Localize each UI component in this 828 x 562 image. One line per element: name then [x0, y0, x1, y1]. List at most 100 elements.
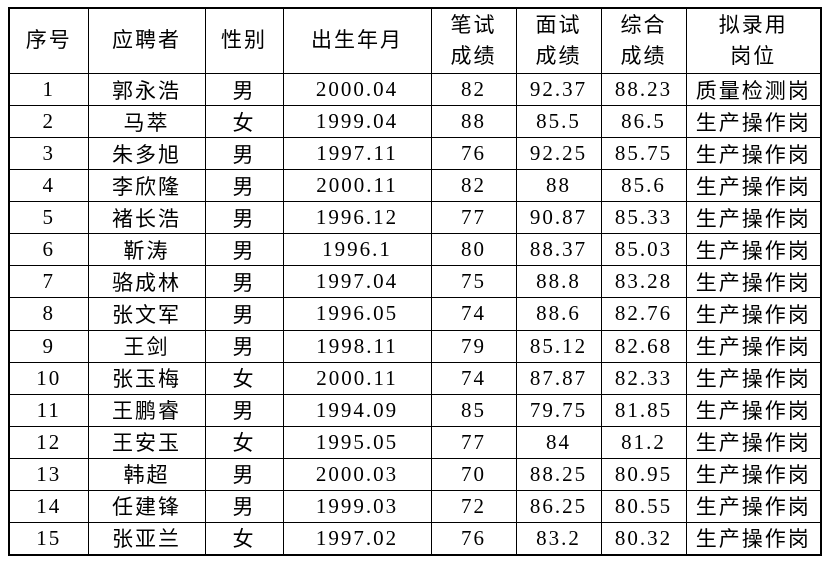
cell-birth-date: 2000.03: [282, 457, 432, 491]
cell-index: 1: [8, 72, 89, 107]
cell-written-score: 88: [430, 105, 517, 139]
cell-position: 生产操作岗: [685, 361, 822, 395]
table-row: 1 郭永浩男 2000.04 82 92.37 88.23 质量检测岗: [8, 72, 822, 107]
cell-position: 生产操作岗: [685, 137, 822, 171]
cell-position: 生产操作岗: [685, 105, 822, 139]
header-index: 序号: [8, 7, 89, 74]
header-row: 序号 应聘者 性别 出生年月 笔试 成绩 面试 成绩 综合 成绩 拟录用 岗位: [8, 7, 822, 74]
cell-gender: 女: [204, 425, 284, 459]
table-row: 9 王剑男 1998.11 79 85.12 82.68 生产操作岗: [8, 329, 822, 363]
cell-index: 10: [8, 361, 89, 395]
cell-written-score: 76: [430, 521, 517, 556]
cell-gender: 男: [204, 329, 284, 363]
cell-position: 生产操作岗: [685, 265, 822, 299]
cell-overall-score: 81.2: [600, 425, 687, 459]
cell-index: 9: [8, 329, 89, 363]
cell-gender: 男: [204, 72, 284, 107]
cell-overall-score: 82.33: [600, 361, 687, 395]
cell-position: 质量检测岗: [685, 72, 822, 107]
cell-gender: 男: [204, 489, 284, 523]
table-body: 1 郭永浩男 2000.04 82 92.37 88.23 质量检测岗 2 马萃女 1999.04…: [8, 72, 822, 556]
cell-birth-date: 2000.11: [282, 169, 432, 203]
cell-position: 生产操作岗: [685, 329, 822, 363]
cell-birth-date: 2000.11: [282, 361, 432, 395]
cell-position: 生产操作岗: [685, 233, 822, 267]
cell-interview-score: 79.75: [515, 393, 602, 427]
cell-interview-score: 92.37: [515, 72, 602, 107]
recruitment-results-table: 序号 应聘者 性别 出生年月 笔试 成绩 面试 成绩 综合 成绩 拟录用 岗位 …: [8, 7, 822, 556]
table-row: 8 张文军男 1996.05 74 88.6 82.76 生产操作岗: [8, 297, 822, 331]
cell-applicant-name: 骆成林: [87, 265, 206, 299]
cell-birth-date: 1995.05: [282, 425, 432, 459]
cell-applicant-name: 韩超: [87, 457, 206, 491]
cell-birth-date: 1994.09: [282, 393, 432, 427]
cell-gender: 男: [204, 137, 284, 171]
cell-overall-score: 82.68: [600, 329, 687, 363]
cell-written-score: 77: [430, 201, 517, 235]
cell-applicant-name: 朱多旭: [87, 137, 206, 171]
cell-interview-score: 88.6: [515, 297, 602, 331]
table-row: 7 骆成林男 1997.04 75 88.8 83.28 生产操作岗: [8, 265, 822, 299]
cell-gender: 女: [204, 361, 284, 395]
table-row: 11 王鹏睿男 1994.09 85 79.75 81.85 生产操作岗: [8, 393, 822, 427]
cell-applicant-name: 褚长浩: [87, 201, 206, 235]
table-row: 2 马萃女 1999.04 88 85.5 86.5 生产操作岗: [8, 105, 822, 139]
table-row: 13 韩超男 2000.03 70 88.25 80.95 生产操作岗: [8, 457, 822, 491]
cell-interview-score: 87.87: [515, 361, 602, 395]
header-interview-score: 面试 成绩: [515, 7, 602, 74]
cell-birth-date: 1999.03: [282, 489, 432, 523]
table-row: 15 张亚兰女 1997.02 76 83.2 80.32 生产操作岗: [8, 521, 822, 556]
cell-position: 生产操作岗: [685, 521, 822, 556]
cell-position: 生产操作岗: [685, 169, 822, 203]
cell-position: 生产操作岗: [685, 457, 822, 491]
cell-interview-score: 88.8: [515, 265, 602, 299]
cell-applicant-name: 王鹏睿: [87, 393, 206, 427]
table-row: 12 王安玉女 1995.05 77 84 81.2 生产操作岗: [8, 425, 822, 459]
cell-applicant-name: 张亚兰: [87, 521, 206, 556]
cell-birth-date: 2000.04: [282, 72, 432, 107]
cell-applicant-name: 王安玉: [87, 425, 206, 459]
cell-applicant-name: 王剑: [87, 329, 206, 363]
cell-written-score: 79: [430, 329, 517, 363]
cell-interview-score: 90.87: [515, 201, 602, 235]
cell-overall-score: 81.85: [600, 393, 687, 427]
cell-birth-date: 1997.11: [282, 137, 432, 171]
cell-index: 2: [8, 105, 89, 139]
cell-birth-date: 1996.05: [282, 297, 432, 331]
header-written-score: 笔试 成绩: [430, 7, 517, 74]
cell-gender: 男: [204, 265, 284, 299]
cell-gender: 女: [204, 521, 284, 556]
cell-gender: 男: [204, 393, 284, 427]
cell-written-score: 74: [430, 297, 517, 331]
cell-position: 生产操作岗: [685, 201, 822, 235]
cell-index: 8: [8, 297, 89, 331]
cell-index: 5: [8, 201, 89, 235]
cell-gender: 男: [204, 297, 284, 331]
cell-written-score: 77: [430, 425, 517, 459]
cell-index: 15: [8, 521, 89, 556]
cell-written-score: 70: [430, 457, 517, 491]
cell-applicant-name: 张玉梅: [87, 361, 206, 395]
cell-written-score: 80: [430, 233, 517, 267]
cell-gender: 男: [204, 201, 284, 235]
cell-written-score: 75: [430, 265, 517, 299]
cell-index: 3: [8, 137, 89, 171]
header-overall-score: 综合 成绩: [600, 7, 687, 74]
header-gender: 性别: [204, 7, 284, 74]
header-birth-date: 出生年月: [282, 7, 432, 74]
cell-interview-score: 88.25: [515, 457, 602, 491]
header-position: 拟录用 岗位: [685, 7, 822, 74]
cell-birth-date: 1999.04: [282, 105, 432, 139]
cell-interview-score: 92.25: [515, 137, 602, 171]
table-row: 14 任建锋男 1999.03 72 86.25 80.55 生产操作岗: [8, 489, 822, 523]
cell-position: 生产操作岗: [685, 393, 822, 427]
cell-written-score: 76: [430, 137, 517, 171]
table-row: 6 靳涛男 1996.1 80 88.37 85.03 生产操作岗: [8, 233, 822, 267]
cell-interview-score: 85.5: [515, 105, 602, 139]
cell-gender: 男: [204, 233, 284, 267]
cell-index: 13: [8, 457, 89, 491]
cell-overall-score: 85.03: [600, 233, 687, 267]
header-applicant-name: 应聘者: [87, 7, 206, 74]
cell-applicant-name: 马萃: [87, 105, 206, 139]
